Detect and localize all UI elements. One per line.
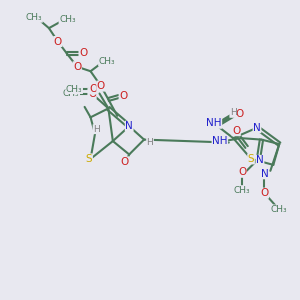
Text: CH₃: CH₃ bbox=[59, 15, 76, 24]
Text: O: O bbox=[54, 37, 62, 46]
Text: N: N bbox=[125, 121, 133, 131]
Text: NH: NH bbox=[206, 118, 222, 128]
Text: O: O bbox=[97, 81, 105, 91]
Text: N: N bbox=[253, 123, 261, 133]
Text: O: O bbox=[260, 188, 268, 198]
Text: CH₃: CH₃ bbox=[271, 205, 288, 214]
Text: O: O bbox=[88, 88, 96, 98]
Text: O: O bbox=[232, 126, 240, 136]
Text: CH₃: CH₃ bbox=[234, 186, 250, 195]
Text: CH₃: CH₃ bbox=[63, 89, 80, 98]
Text: CH₃: CH₃ bbox=[66, 85, 82, 94]
Text: H: H bbox=[93, 125, 100, 134]
Text: S: S bbox=[86, 154, 92, 164]
Text: H: H bbox=[230, 108, 237, 117]
Text: O: O bbox=[73, 62, 81, 72]
Text: N: N bbox=[256, 155, 264, 165]
Text: N: N bbox=[261, 169, 268, 179]
Text: CH₃: CH₃ bbox=[26, 13, 42, 22]
Text: O: O bbox=[119, 91, 128, 101]
Text: O: O bbox=[121, 157, 129, 167]
Text: O: O bbox=[89, 84, 98, 94]
Text: S: S bbox=[248, 154, 254, 164]
Text: O: O bbox=[238, 167, 246, 177]
Text: H: H bbox=[147, 138, 153, 147]
Text: CH₃: CH₃ bbox=[99, 57, 115, 66]
Text: O: O bbox=[79, 48, 87, 58]
Text: O: O bbox=[235, 109, 243, 119]
Text: NH: NH bbox=[212, 136, 228, 146]
